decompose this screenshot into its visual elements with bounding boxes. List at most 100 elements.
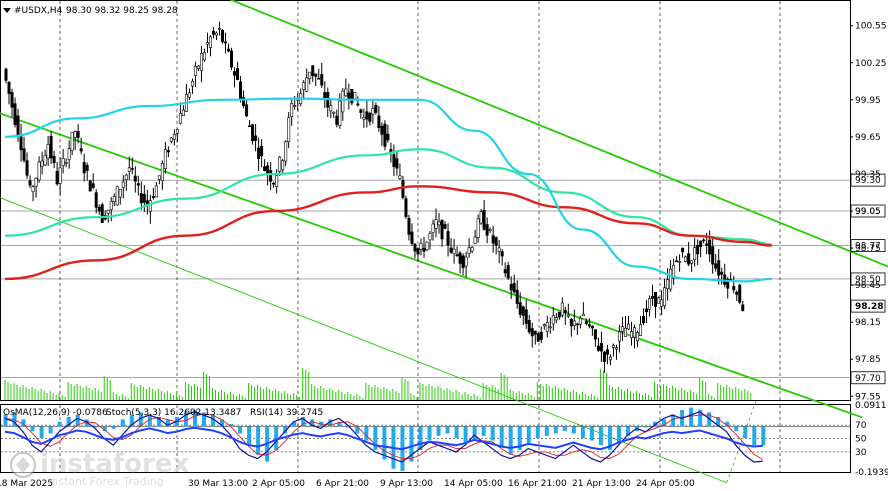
triangle-down-icon[interactable]	[3, 8, 11, 13]
candle-body	[434, 219, 438, 229]
candle-body	[359, 109, 363, 113]
ma-slow-line	[4, 185, 772, 281]
time-axis: 18 Mar 2025 30 Mar 13:00 2 Apr 05:00 6 Apr …	[0, 479, 695, 489]
candle-body	[224, 41, 228, 44]
candle-body	[181, 109, 185, 116]
candle-body	[422, 247, 426, 252]
osma-bar	[147, 414, 152, 427]
indicator-tick-label: 30	[855, 448, 867, 458]
candle-body	[605, 349, 609, 355]
candle-body	[64, 162, 68, 164]
candle-body	[530, 328, 534, 337]
osma-bar	[598, 426, 603, 446]
candle-body	[569, 318, 573, 327]
price-tick-label: 99.35	[855, 170, 881, 180]
time-tick-label: 18 Mar 2025	[0, 479, 53, 489]
osma-bar	[247, 426, 252, 446]
candle-body	[254, 135, 258, 141]
candle-body	[551, 315, 555, 325]
indicator-tick-label: 0.0911	[855, 401, 887, 411]
candle-body	[584, 321, 588, 324]
candle-body	[245, 104, 249, 117]
ma-fast-line	[4, 97, 772, 283]
candle-body	[690, 260, 694, 264]
candle-body	[28, 180, 32, 186]
candle-body	[350, 88, 354, 104]
candle-body	[374, 104, 378, 113]
channel-line	[0, 197, 727, 484]
candle-body	[642, 316, 646, 324]
candle-body	[443, 224, 447, 229]
candle-body	[738, 284, 742, 303]
price-tick-label: 98.15	[855, 318, 881, 328]
osma-bar	[192, 409, 197, 427]
candle-body	[735, 291, 739, 295]
osma-bar	[111, 426, 116, 429]
candle-body	[497, 247, 501, 252]
candle-body	[614, 347, 618, 350]
candle-body	[172, 134, 176, 140]
osma-bar	[481, 426, 486, 436]
osma-bar	[364, 426, 369, 441]
candle-body	[452, 248, 456, 255]
candle-body	[593, 329, 597, 340]
price-tick-label: 98.75	[855, 244, 881, 254]
candle-body	[705, 243, 709, 246]
price-tick-label: 99.05	[855, 207, 881, 217]
candle-body	[476, 218, 480, 238]
candle-body	[193, 66, 197, 76]
candle-body	[596, 345, 600, 351]
candle-body	[142, 194, 146, 203]
candle-body	[464, 256, 468, 267]
candle-body	[449, 247, 453, 253]
candle-body	[112, 196, 116, 202]
candle-body	[199, 52, 203, 71]
candle-body	[151, 195, 155, 198]
level-label-text: 99.05	[855, 207, 881, 217]
channel-line	[229, 0, 888, 268]
osma-bar	[66, 417, 71, 427]
osma-bar	[752, 426, 757, 446]
candle-body	[368, 112, 372, 122]
candle-body	[124, 174, 128, 181]
candle-body	[58, 167, 62, 184]
candle-body	[230, 50, 234, 68]
candle-body	[169, 137, 173, 142]
candle-body	[548, 326, 552, 329]
candle-body	[386, 133, 390, 141]
candle-body	[341, 90, 345, 113]
candle-body	[317, 77, 321, 80]
candle-body	[660, 299, 664, 307]
osma-bar	[3, 414, 8, 427]
candle-body	[73, 131, 77, 138]
candle-body	[163, 149, 167, 169]
candle-body	[308, 71, 312, 79]
candle-body	[383, 123, 387, 147]
candle-body	[720, 271, 724, 275]
volume-bars	[4, 368, 752, 400]
candle-body	[133, 175, 137, 182]
candle-body	[76, 131, 80, 138]
candle-body	[654, 291, 658, 307]
osma-bar	[274, 426, 279, 450]
candle-body	[160, 163, 164, 181]
candle-body	[425, 241, 429, 251]
osma-bar	[698, 409, 703, 427]
osma-bar	[21, 419, 26, 427]
stoch-main-line	[4, 411, 763, 463]
candle-body	[524, 309, 528, 324]
candle-body	[626, 323, 630, 330]
candle-body	[338, 100, 342, 127]
channel-line	[0, 112, 863, 419]
osma-bar	[490, 426, 495, 441]
candle-body	[227, 48, 231, 52]
osma-bar	[337, 421, 342, 427]
oscillator-plots	[1, 407, 850, 472]
candle-body	[714, 263, 718, 269]
candle-body	[678, 261, 682, 263]
candle-body	[479, 211, 483, 224]
candle-body	[623, 327, 627, 337]
osma-bar	[734, 426, 739, 432]
candle-body	[482, 209, 486, 230]
